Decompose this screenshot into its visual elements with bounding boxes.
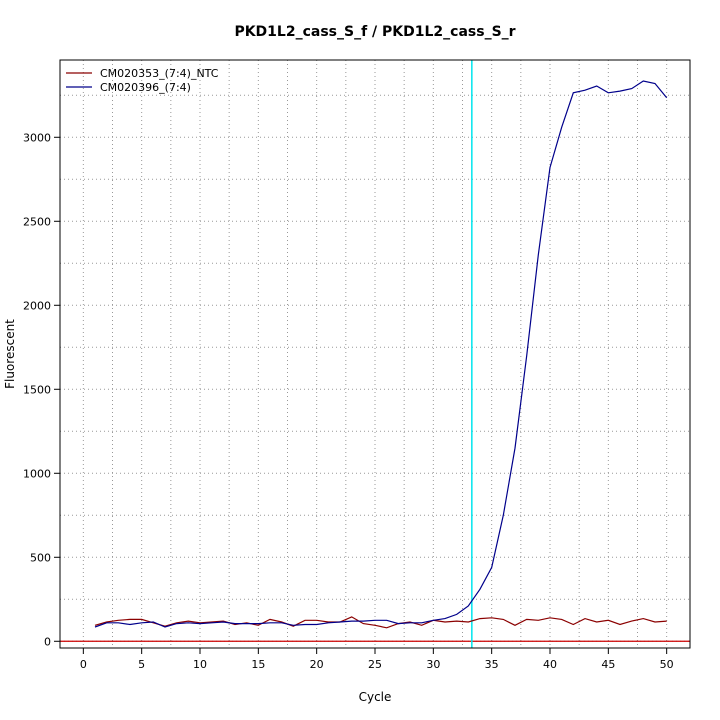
grid <box>60 60 690 648</box>
series-lines <box>94 80 668 629</box>
x-tick-label: 0 <box>80 658 87 671</box>
y-tick-label: 3000 <box>23 131 51 144</box>
x-tick-label: 25 <box>368 658 382 671</box>
series-line-1 <box>94 616 667 629</box>
series-line-2 <box>94 80 668 628</box>
x-tick-label: 30 <box>426 658 440 671</box>
y-tick-label: 500 <box>30 551 51 564</box>
x-tick-label: 40 <box>543 658 557 671</box>
y-tick-label: 2500 <box>23 215 51 228</box>
y-axis-label: Fluorescent <box>3 319 17 389</box>
x-tick-label: 15 <box>251 658 265 671</box>
x-tick-label: 10 <box>193 658 207 671</box>
chart-title: PKD1L2_cass_S_f / PKD1L2_cass_S_r <box>234 24 515 40</box>
y-tick-label: 1000 <box>23 467 51 480</box>
y-tick-label: 1500 <box>23 383 51 396</box>
x-tick-label: 50 <box>660 658 674 671</box>
y-tick-label: 2000 <box>23 299 51 312</box>
legend-label: CM020396_(7:4) <box>100 81 191 94</box>
x-tick-label: 35 <box>485 658 499 671</box>
x-axis-label: Cycle <box>359 690 392 704</box>
x-tick-label: 5 <box>138 658 145 671</box>
y-axis: 0 500 1000 1500 2000 2500 3000 <box>23 131 60 648</box>
x-tick-label: 20 <box>310 658 324 671</box>
x-tick-label: 45 <box>601 658 615 671</box>
legend-label: CM020353_(7:4)_NTC <box>100 67 219 80</box>
x-axis: 0 5 10 15 20 25 30 35 40 45 50 <box>80 648 674 671</box>
threshold-lines <box>60 60 690 648</box>
y-tick-label: 0 <box>44 635 51 648</box>
